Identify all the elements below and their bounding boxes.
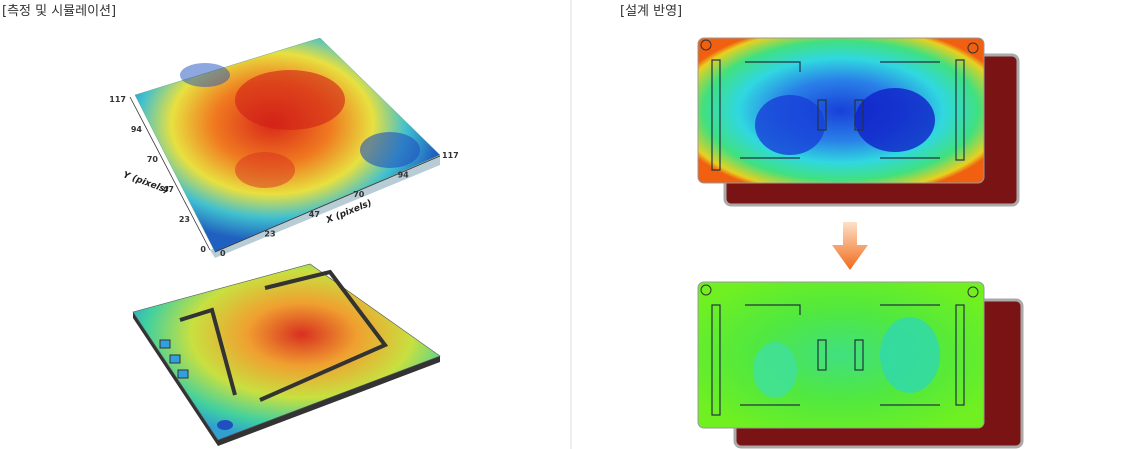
x-tick-label: 94 <box>398 171 410 180</box>
y-tick-label: 94 <box>131 125 143 134</box>
x-tick-label: 23 <box>264 229 275 238</box>
y-tick-label: 47 <box>163 185 174 194</box>
right-title: [설계 반영] <box>620 4 682 19</box>
y-tick-label: 117 <box>109 95 126 104</box>
surface-plot <box>129 37 441 258</box>
y-tick-label: 23 <box>179 215 190 224</box>
x-tick-label: 70 <box>353 190 365 199</box>
x-tick-label: 47 <box>309 210 320 219</box>
y-tick-label: 70 <box>147 155 159 164</box>
chip-simulation <box>132 263 441 446</box>
pcb-after <box>697 281 1024 449</box>
x-tick-label: 117 <box>442 151 459 160</box>
pcb-before <box>697 37 1020 207</box>
left-title: [측정 및 시뮬레이션] <box>2 4 116 19</box>
x-tick-label: 0 <box>220 249 226 258</box>
y-axis-label: Y (pixels) <box>122 170 170 196</box>
arrow <box>832 222 868 270</box>
y-tick-label: 0 <box>200 245 206 254</box>
